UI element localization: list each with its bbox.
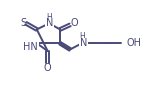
- Text: O: O: [44, 63, 52, 73]
- Text: H: H: [79, 32, 85, 41]
- Text: O: O: [70, 18, 78, 28]
- Text: N: N: [80, 38, 87, 48]
- Text: HN: HN: [23, 42, 38, 52]
- Text: N: N: [46, 18, 53, 28]
- Text: OH: OH: [127, 38, 142, 48]
- Text: S: S: [21, 18, 27, 28]
- Text: H: H: [46, 13, 52, 22]
